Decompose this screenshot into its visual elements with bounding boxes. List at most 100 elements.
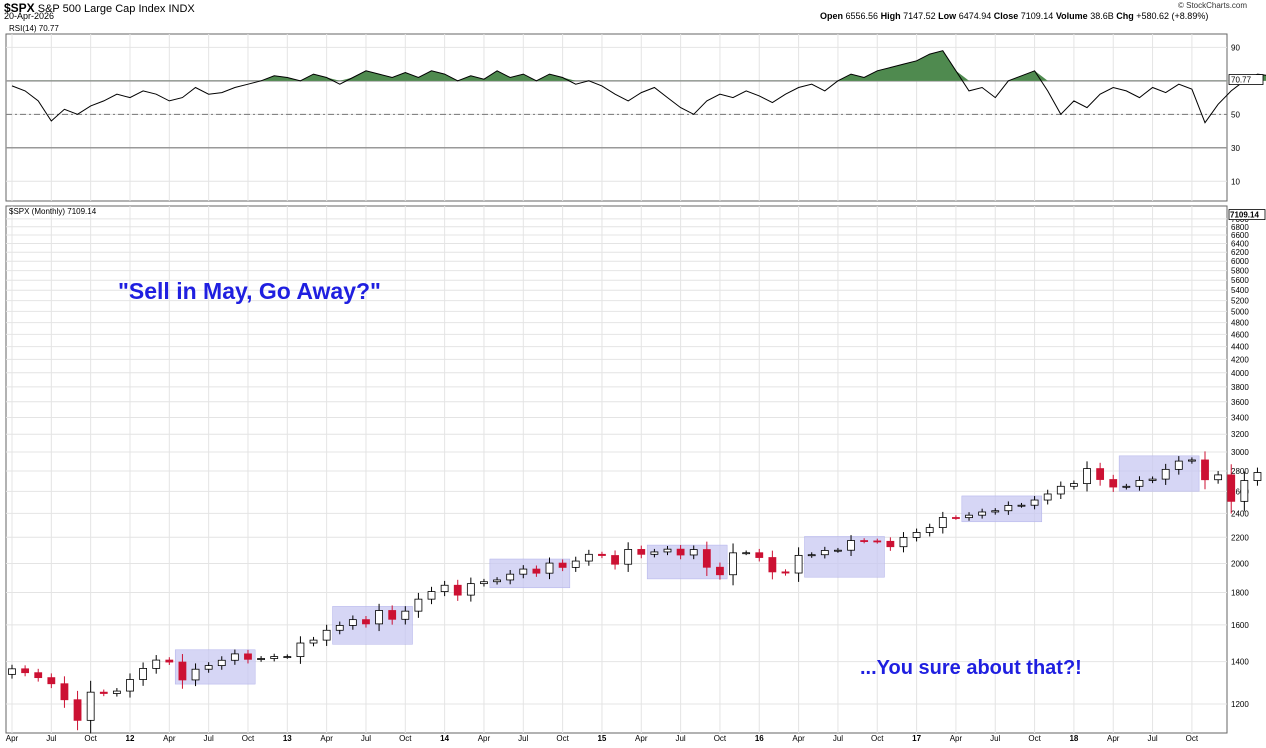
price-y-tick-label: 3800 [1231, 383, 1249, 392]
price-y-tick-label: 5800 [1231, 267, 1249, 276]
x-tick-label: 15 [597, 734, 606, 743]
x-tick-label: Jul [990, 734, 1000, 743]
candle-body [335, 625, 344, 631]
price-panel-title: $SPX (Monthly) 7109.14 [9, 207, 97, 216]
candle-body [506, 573, 515, 581]
price-y-tick-label: 2800 [1231, 467, 1249, 476]
close-value: 7109.14 [1020, 11, 1054, 21]
candle-body [624, 549, 633, 565]
candle-body [257, 658, 265, 660]
candle-body [348, 619, 357, 626]
price-y-tick-label: 1800 [1231, 589, 1249, 598]
x-tick-label: Apr [950, 734, 963, 743]
candle-body [8, 668, 16, 675]
candle-body [807, 554, 816, 557]
candle-body [899, 537, 908, 548]
candle-body [781, 571, 790, 574]
price-last-value-label: 7109.14 [1230, 211, 1259, 220]
x-tick-label: Jul [518, 734, 528, 743]
candle-body [322, 629, 331, 641]
rsi-panel-title: RSI(14) 70.77 [9, 24, 59, 33]
x-tick-label: Jul [833, 734, 843, 743]
candle-body [217, 659, 226, 667]
candle-body [375, 610, 383, 625]
x-tick-label: Apr [163, 734, 176, 743]
x-tick-label: Jul [361, 734, 371, 743]
candle-body [1174, 460, 1183, 470]
candle-body [1135, 480, 1144, 487]
headline-annotation: "Sell in May, Go Away?" [118, 278, 381, 304]
price-y-tick-label: 2000 [1231, 560, 1249, 569]
rsi-panel-frame [5, 33, 1228, 202]
x-tick-label: 12 [126, 734, 135, 743]
candle-body [1240, 480, 1249, 502]
candle-body [545, 562, 554, 574]
candle-body [598, 553, 606, 556]
candle-body [1056, 485, 1065, 495]
candle-body [1201, 459, 1209, 481]
candle-body [86, 691, 95, 721]
x-tick-label: Jul [1147, 734, 1157, 743]
candle-body [440, 584, 449, 592]
candle-body [768, 557, 777, 573]
candle-body [912, 532, 921, 538]
price-y-tick-label: 6000 [1231, 257, 1249, 266]
price-y-tick-label: 3000 [1231, 448, 1249, 457]
candle-body [270, 656, 279, 659]
price-y-tick-label: 6200 [1231, 248, 1249, 257]
candle-body [676, 548, 685, 556]
stockcharts-credit[interactable]: © StockCharts.com [1178, 1, 1248, 10]
may-oct-highlight [489, 558, 571, 589]
open-value: 6556.56 [845, 11, 879, 21]
price-y-tick-label: 3600 [1231, 398, 1249, 407]
candle-body [702, 549, 711, 568]
chart-date: 20-Apr-2026 [4, 11, 55, 21]
x-tick-label: Apr [1107, 734, 1120, 743]
candle-body [1004, 505, 1013, 512]
index-name: S&P 500 Large Cap Index [37, 3, 166, 15]
candle-body [952, 517, 960, 519]
candle-body [1096, 468, 1105, 480]
candle-body [978, 511, 987, 516]
chart-title: $SPX S&P 500 Large Cap Index INDX [4, 1, 195, 15]
x-tick-label: Oct [556, 734, 569, 743]
price-panel-frame [5, 205, 1228, 734]
candle-body [794, 554, 803, 574]
price-y-tick-label: 3200 [1231, 430, 1249, 439]
exchange-label: INDX [168, 3, 195, 15]
price-y-tick-label: 4000 [1231, 369, 1249, 378]
may-oct-highlight [1118, 455, 1200, 492]
rsi-y-tick-label: 10 [1231, 177, 1240, 186]
candle-body [466, 583, 475, 596]
x-tick-label: Oct [871, 734, 884, 743]
candle-body [414, 598, 423, 612]
volume-value: 38.6B [1090, 11, 1114, 21]
price-y-tick-label: 5200 [1231, 297, 1249, 306]
may-oct-highlight [174, 649, 256, 685]
candle-body [834, 549, 842, 552]
ticker-symbol: $SPX [4, 1, 35, 15]
candle-body [73, 699, 82, 721]
rsi-overbought-fill [12, 50, 1266, 81]
candle-body [1043, 493, 1052, 501]
x-tick-label: Apr [6, 734, 19, 743]
candle-body [21, 668, 30, 674]
x-tick-label: Oct [714, 734, 727, 743]
candle-body [480, 581, 488, 585]
price-y-tick-label: 5600 [1231, 276, 1249, 285]
x-tick-label: 16 [755, 734, 764, 743]
price-y-tick-label: 1400 [1231, 658, 1249, 667]
candle-body [925, 527, 934, 533]
candle-body [401, 610, 410, 620]
candle-body [34, 672, 43, 679]
candle-body [427, 591, 436, 600]
x-tick-label: 18 [1069, 734, 1078, 743]
candle-body [886, 540, 895, 548]
price-y-tick-label: 4400 [1231, 343, 1249, 352]
rsi-last-value-label: 70.77 [1231, 76, 1252, 85]
candle-body [991, 510, 1000, 513]
candle-body [519, 568, 528, 575]
price-y-tick-label: 5000 [1231, 307, 1249, 316]
